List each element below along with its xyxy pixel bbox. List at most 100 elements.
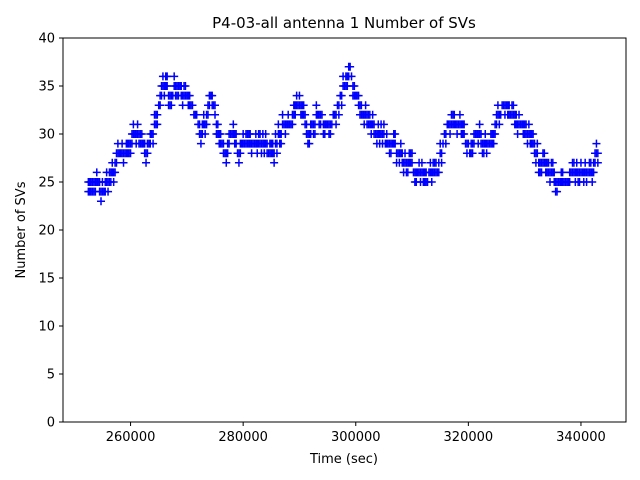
data-point (468, 149, 477, 158)
data-point (234, 158, 243, 167)
data-point (142, 158, 151, 167)
data-point (548, 158, 557, 167)
data-point (126, 149, 135, 158)
data-point (137, 130, 146, 138)
data-point (379, 120, 388, 129)
y-tick-label: 25 (38, 176, 55, 191)
data-point (119, 158, 128, 167)
data-point (170, 72, 179, 81)
data-point (201, 130, 210, 138)
x-axis-label: Time (sec) (309, 452, 378, 467)
data-point (223, 149, 232, 158)
data-point (149, 130, 158, 138)
data-point (163, 82, 172, 90)
data-point (216, 130, 225, 138)
y-tick-label: 15 (38, 272, 55, 287)
data-point (229, 120, 238, 129)
data-point (441, 139, 450, 148)
data-point (382, 130, 391, 138)
data-point (261, 130, 270, 138)
data-point (334, 110, 343, 119)
data-point (203, 110, 212, 119)
data-point (236, 149, 245, 158)
data-point (593, 149, 602, 158)
y-tick-label: 30 (38, 128, 55, 143)
x-tick-label: 260000 (106, 430, 156, 445)
data-point (143, 149, 152, 158)
data-point (482, 149, 491, 158)
data-point (222, 158, 231, 167)
x-axis-ticks: 260000 280000 300000 320000 340000 (106, 422, 606, 445)
data-point (156, 101, 165, 110)
data-point (347, 72, 356, 81)
data-point (188, 101, 197, 110)
data-point (361, 101, 370, 110)
data-point (434, 168, 443, 177)
data-point (391, 130, 400, 138)
data-point (109, 178, 118, 186)
data-point (211, 110, 220, 119)
data-point (515, 110, 524, 119)
data-point (408, 158, 417, 167)
data-point (337, 91, 346, 100)
data-point (346, 62, 355, 71)
data-point (104, 187, 113, 196)
y-axis-ticks: 0 5 10 15 20 25 30 35 40 (38, 32, 63, 431)
data-point (489, 139, 498, 148)
data-point (524, 120, 533, 129)
data-point (533, 139, 542, 148)
y-tick-label: 35 (38, 80, 55, 95)
data-point (301, 110, 310, 119)
data-point (97, 197, 106, 206)
data-point (149, 139, 158, 148)
data-point (326, 130, 335, 138)
data-point (213, 120, 222, 129)
x-tick-label: 320000 (444, 430, 494, 445)
data-point (460, 120, 469, 129)
data-point (196, 139, 205, 148)
data-point (281, 130, 290, 138)
x-tick-label: 300000 (331, 430, 381, 445)
data-point (589, 168, 598, 177)
data-point (588, 178, 597, 186)
y-tick-label: 40 (38, 32, 55, 47)
data-point (460, 130, 469, 138)
y-tick-label: 10 (38, 320, 55, 335)
data-point (92, 168, 101, 177)
data-point (350, 82, 359, 90)
data-point (317, 110, 326, 119)
data-point (295, 91, 304, 100)
data-point (509, 101, 518, 110)
data-point (112, 158, 121, 167)
data-point (192, 110, 201, 119)
data-point (529, 130, 538, 138)
data-point (437, 158, 446, 167)
y-tick-label: 5 (47, 368, 55, 383)
data-point (167, 101, 176, 110)
x-tick-label: 280000 (218, 430, 268, 445)
data-point (133, 120, 142, 129)
data-point (211, 101, 220, 110)
data-point (153, 110, 162, 119)
data-point (277, 139, 286, 148)
data-point (270, 158, 279, 167)
data-point (558, 168, 567, 177)
data-point (495, 120, 504, 129)
data-point (332, 120, 341, 129)
y-tick-label: 20 (38, 224, 55, 239)
data-point (299, 101, 308, 110)
data-point (368, 110, 377, 119)
data-point (491, 130, 500, 138)
data-point (288, 120, 297, 129)
data-point (553, 187, 562, 196)
data-point (593, 158, 602, 167)
data-point (427, 178, 436, 186)
data-point (396, 139, 405, 148)
data-points (84, 62, 602, 206)
data-point (185, 91, 194, 100)
data-point (437, 149, 446, 158)
data-point (408, 149, 417, 158)
data-point (181, 82, 190, 90)
